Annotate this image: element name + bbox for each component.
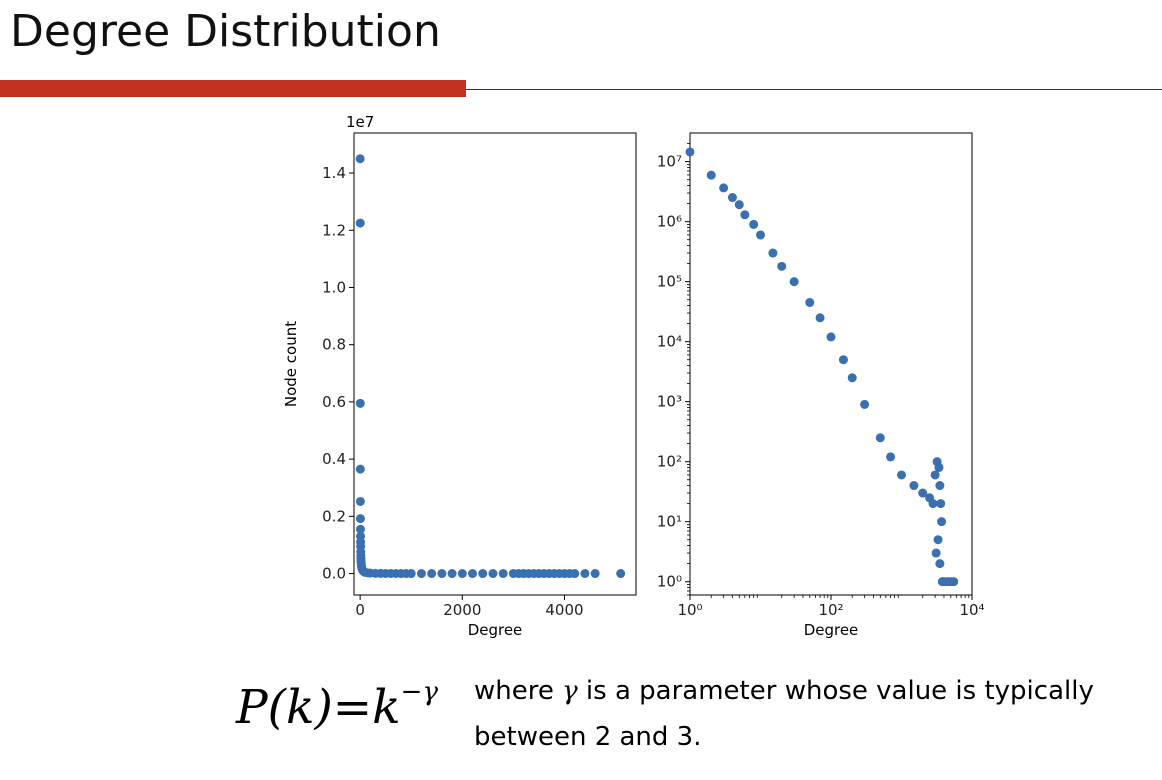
y-offset-label: 1e7: [346, 113, 374, 131]
data-point: [756, 230, 765, 240]
data-point: [478, 569, 488, 579]
data-point: [685, 147, 695, 157]
x-tick-label: 10⁰: [677, 601, 702, 619]
data-point: [427, 569, 437, 579]
y-tick-label: 10²: [657, 453, 682, 471]
y-tick-label: 0.6: [322, 393, 346, 411]
data-point: [815, 313, 825, 323]
data-point: [437, 569, 447, 579]
data-point: [355, 154, 365, 164]
formula-lhs: P(k): [236, 680, 333, 735]
caption-post: is a parameter whose value is typically: [577, 676, 1094, 706]
data-point: [355, 524, 365, 534]
y-tick-label: 0.0: [322, 565, 346, 583]
data-point: [918, 488, 928, 498]
data-point: [355, 218, 365, 228]
slide-title: Degree Distribution: [10, 6, 441, 57]
data-point: [847, 373, 857, 383]
y-tick-label: 1.2: [322, 221, 346, 239]
data-point: [805, 297, 815, 307]
y-tick-label: 1.4: [322, 164, 346, 182]
data-point: [934, 462, 944, 472]
caption-line2: between 2 and 3.: [474, 722, 702, 752]
data-point: [570, 569, 580, 579]
data-point: [498, 569, 508, 579]
data-point: [740, 210, 750, 220]
formula-equals: =: [332, 680, 373, 735]
data-point: [936, 499, 946, 509]
data-point: [706, 170, 716, 180]
data-point: [468, 569, 478, 579]
data-point: [416, 569, 426, 579]
y-tick-label: 10⁰: [657, 573, 682, 591]
x-tick-label: 10⁴: [959, 601, 984, 619]
linear-scatter-panel: 0 2000 4000 0.0 0.2 0.4 0.6 0.8 1.0 1.2 1.4 Degree N…: [282, 113, 637, 639]
data-point: [777, 261, 787, 271]
data-point: [768, 248, 778, 258]
plot-frame-2: [689, 132, 973, 596]
formula-base: k: [372, 680, 401, 735]
formula-caption: where γ is a parameter whose value is ty…: [474, 668, 1154, 760]
formula-exponent: −γ: [400, 677, 438, 708]
data-point: [875, 433, 885, 443]
x-tick-label: 4000: [545, 601, 583, 619]
loglog-scatter-panel: 10⁰ 10² 10⁴ 10⁰ 10¹ 10² 10³ 10⁴ 10⁵ 10⁶ 10⁷ Degree: [657, 132, 985, 639]
data-point: [616, 569, 626, 579]
title-divider: [466, 89, 1162, 90]
data-point: [789, 277, 799, 287]
x-tick-label: 2000: [443, 601, 481, 619]
data-point: [457, 569, 467, 579]
y-axis-label: Node count: [282, 321, 300, 407]
data-point: [937, 517, 947, 527]
power-law-formula: P(k)=k−γ: [236, 677, 438, 735]
data-point: [734, 200, 744, 210]
y-tick-label: 10⁷: [657, 153, 682, 171]
data-point: [949, 577, 959, 587]
y-tick-label: 10⁵: [657, 273, 682, 291]
x-axis-label: Degree: [468, 621, 523, 639]
x-tick-label: 10²: [818, 601, 843, 619]
data-point: [355, 514, 365, 524]
data-point: [727, 193, 737, 203]
data-point: [931, 548, 941, 558]
caption-pre: where: [474, 676, 563, 706]
y-tick-label: 1.0: [322, 278, 346, 296]
y-tick-label: 10³: [657, 393, 682, 411]
y-tick-label: 10⁶: [657, 213, 682, 231]
data-point: [838, 355, 848, 365]
degree-distribution-charts: 0 2000 4000 0.0 0.2 0.4 0.6 0.8 1.0 1.2 1.4 Degree N…: [282, 113, 985, 639]
data-point: [447, 569, 457, 579]
data-point: [580, 569, 590, 579]
data-point: [355, 464, 365, 474]
data-point: [933, 535, 943, 545]
data-point: [590, 569, 600, 579]
data-point: [719, 183, 729, 193]
data-point: [860, 399, 870, 409]
plot-frame-1: [353, 132, 637, 596]
data-point: [930, 470, 940, 480]
data-point: [886, 452, 896, 462]
data-point: [749, 219, 759, 229]
title-accent-bar: [0, 80, 466, 97]
data-point: [897, 470, 906, 480]
data-point: [488, 569, 498, 579]
data-point: [928, 499, 938, 509]
y-tick-label: 10¹: [657, 513, 682, 531]
data-point: [935, 481, 945, 491]
x-axis-label: Degree: [804, 621, 859, 639]
data-point: [935, 559, 945, 569]
y-tick-label: 0.8: [322, 336, 346, 354]
data-point: [406, 569, 416, 579]
caption-gamma-symbol: γ: [562, 676, 578, 706]
data-point: [355, 398, 365, 408]
y-tick-label: 0.2: [322, 507, 346, 525]
data-point: [909, 481, 919, 491]
data-point: [355, 496, 365, 506]
y-tick-label: 0.4: [322, 450, 346, 468]
y-tick-label: 10⁴: [657, 333, 682, 351]
x-tick-label: 0: [355, 601, 365, 619]
data-point: [826, 332, 836, 342]
